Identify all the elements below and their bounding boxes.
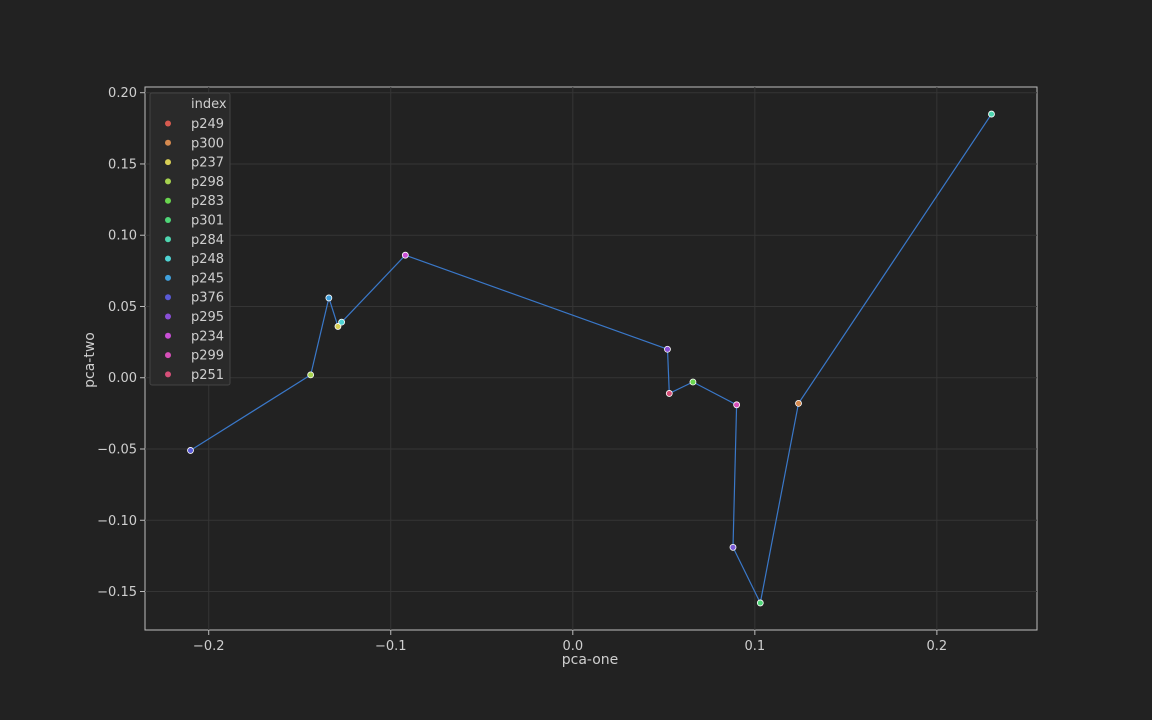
legend-marker <box>165 313 171 320</box>
legend-marker <box>165 178 171 185</box>
legend-marker <box>165 294 171 301</box>
y-axis-ticks: −0.15 −0.10 −0.05 0.00 0.05 0.10 0.15 0.20 <box>97 86 145 600</box>
legend-marker <box>165 139 171 146</box>
legend-marker <box>165 332 171 339</box>
plot-area <box>144 86 1038 631</box>
x-tick-label: 0.1 <box>744 639 765 654</box>
legend: index p249p300p237p298p283p301p284p248p2… <box>149 92 231 386</box>
legend-label: p283 <box>191 194 224 209</box>
data-point <box>729 543 737 551</box>
grid <box>145 87 1037 630</box>
legend-label: p237 <box>191 156 224 171</box>
legend-label: p298 <box>191 175 224 190</box>
legend-marker <box>165 371 171 378</box>
legend-marker <box>165 255 171 262</box>
data-points <box>187 110 995 607</box>
data-point <box>795 399 802 407</box>
legend-label: p376 <box>191 291 224 306</box>
legend-box <box>149 92 231 386</box>
legend-marker <box>165 217 171 223</box>
legend-marker <box>165 120 171 127</box>
x-tick-label: 0.2 <box>927 639 948 654</box>
x-tick-label: 0.0 <box>562 639 583 654</box>
x-axis-title: pca-one <box>562 652 619 668</box>
data-point <box>665 390 673 397</box>
y-tick-label: 0.10 <box>108 229 137 244</box>
data-point <box>187 447 194 454</box>
data-point <box>689 378 697 386</box>
data-point <box>307 371 315 379</box>
legend-marker <box>165 274 171 281</box>
y-tick-label: −0.15 <box>97 585 137 600</box>
legend-label: p300 <box>191 136 224 151</box>
legend-title: index <box>191 97 227 112</box>
y-tick-label: 0.00 <box>108 371 137 386</box>
y-tick-label: 0.20 <box>108 86 137 101</box>
legend-marker <box>165 197 171 204</box>
y-tick-label: 0.05 <box>108 300 137 315</box>
legend-marker <box>165 236 171 243</box>
data-point <box>334 323 342 330</box>
data-point <box>756 599 764 607</box>
y-axis-title: pca-two <box>82 332 98 388</box>
data-point <box>733 401 741 409</box>
y-tick-label: 0.15 <box>108 157 137 172</box>
x-tick-label: −0.2 <box>193 639 225 654</box>
legend-marker <box>165 159 171 166</box>
data-point <box>338 318 346 326</box>
legend-label: p295 <box>191 310 224 325</box>
legend-label: p251 <box>191 368 224 383</box>
legend-items: p249 p300 p237 p298 p283 p301 p284 p248 p245 p376… <box>165 117 224 383</box>
data-point <box>664 345 671 353</box>
legend-marker <box>165 352 171 359</box>
data-point <box>401 251 409 259</box>
legend-label: p248 <box>191 252 224 267</box>
legend-label: p299 <box>191 349 224 364</box>
x-tick-label: −0.1 <box>375 639 407 654</box>
data-point <box>325 294 333 302</box>
legend-label: p301 <box>191 214 224 229</box>
legend-label: p249 <box>191 117 224 132</box>
legend-label: p245 <box>191 271 224 286</box>
y-tick-label: −0.10 <box>97 514 137 529</box>
legend-label: p284 <box>191 233 224 248</box>
legend-label: p234 <box>191 329 224 344</box>
x-axis-ticks: −0.2 −0.1 0.0 0.1 0.2 <box>193 630 947 654</box>
series-line <box>190 113 992 605</box>
y-tick-label: −0.05 <box>97 443 137 458</box>
data-point <box>988 110 995 118</box>
